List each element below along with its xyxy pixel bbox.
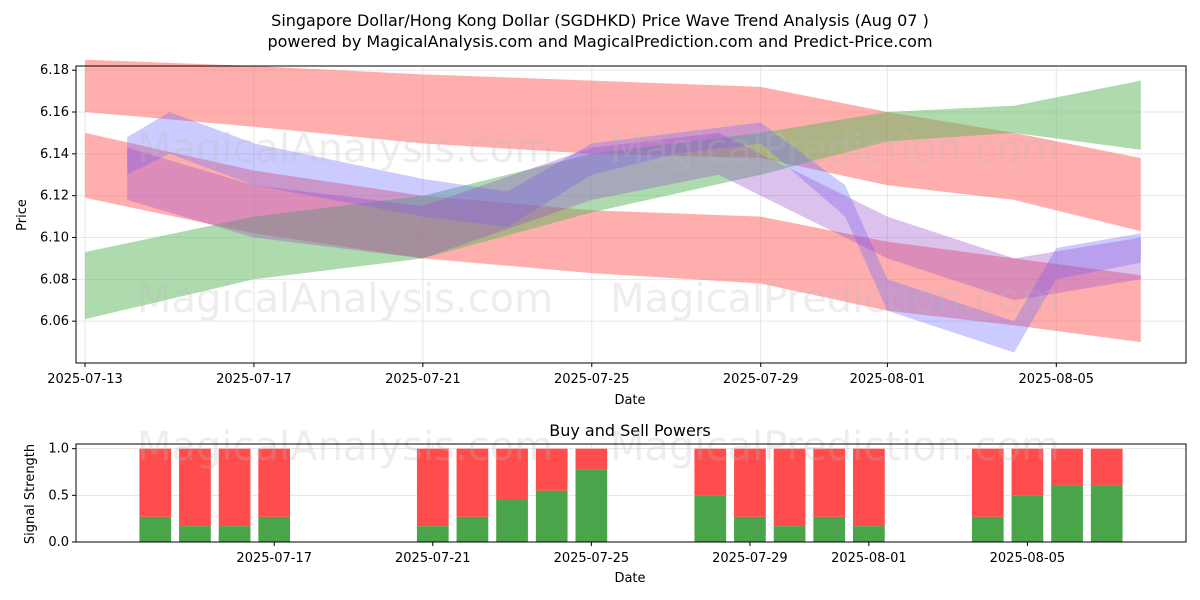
buy-bar [1090,485,1123,542]
buy-bar [575,469,608,542]
buy-bar [258,516,291,542]
sell-bar [258,448,291,517]
price-panel: MagicalAnalysis.com MagicalPrediction.co… [15,59,1187,408]
price-y-tick-label: 6.08 [40,272,69,287]
buy-bar [1011,495,1044,542]
sell-bar [773,448,806,527]
sell-bar [416,448,449,527]
price-y-tick-label: 6.06 [40,314,69,329]
signal-x-tick-label: 2025-07-21 [395,551,471,566]
signal-y-tick-label: 1.0 [48,442,69,457]
price-band-purple [127,132,1141,301]
watermark-right-bottom: MagicalPrediction.com [610,276,1060,322]
sell-bar [179,448,211,527]
price-y-tick-label: 6.14 [40,147,69,162]
watermark-right-signal: MagicalPrediction.com [610,424,1060,470]
buy-bar [694,495,727,542]
signal-y-tick-label: 0.5 [48,488,69,503]
signal-y-label: Signal Strength [23,444,38,544]
signal-panel: Buy and Sell Powers MagicalAnalysis.com … [23,421,1187,586]
buy-bar [456,516,489,542]
price-band-blue [127,112,1141,353]
price-x-tick-label: 2025-07-13 [47,372,123,387]
sell-bar [1051,448,1083,486]
buy-bar [496,500,528,542]
price-y-tick-label: 6.10 [40,231,69,246]
watermark-right-top: MagicalPrediction.com [610,126,1060,172]
sell-bar [1011,448,1044,496]
price-band-green [85,80,1141,320]
signal-x-label: Date [614,571,645,586]
price-x-label: Date [614,393,645,408]
watermark-left-bottom: MagicalAnalysis.com [137,276,553,322]
sell-bar [535,448,568,491]
signal-frame [75,443,1187,543]
signal-x-ticks: 2025-07-17 2025-07-21 2025-07-25 2025-07-29… [236,542,1065,566]
signal-x-tick-label: 2025-08-01 [831,551,907,566]
signal-y-tick-label: 0.0 [48,535,69,550]
sell-bar [734,448,766,517]
buy-bar [734,516,766,542]
sell-bar [218,448,251,527]
price-band-red [85,132,1141,343]
buy-bar [218,526,251,542]
buy-bar [416,526,449,542]
price-x-tick-label: 2025-07-17 [216,372,292,387]
sell-bar [1090,448,1123,486]
price-x-tick-label: 2025-07-29 [723,372,799,387]
price-y-tick-label: 6.16 [40,105,69,120]
price-band-red [85,59,1141,232]
buy-bar [853,526,885,542]
sell-bar [694,448,727,496]
watermark-left-top: MagicalAnalysis.com [137,126,553,172]
buy-bar [813,516,846,542]
signal-title: Buy and Sell Powers [549,421,711,440]
price-x-tick-label: 2025-07-21 [385,372,461,387]
price-y-tick-label: 6.18 [40,63,69,78]
buy-bar [1051,485,1083,542]
signal-x-tick-label: 2025-07-29 [712,551,788,566]
sell-bar [139,448,172,517]
price-x-tick-label: 2025-08-05 [1019,372,1095,387]
buy-bar [139,516,172,542]
price-frame [75,65,1187,364]
buy-bar [535,490,568,542]
buy-bar [179,526,211,542]
sell-bar [971,448,1004,517]
signal-x-tick-label: 2025-07-17 [236,551,312,566]
chart-title: Singapore Dollar/Hong Kong Dollar (SGDHK… [271,11,929,30]
signal-x-tick-label: 2025-07-25 [554,551,630,566]
price-x-ticks: 2025-07-13 2025-07-17 2025-07-21 2025-07-25… [47,363,1094,387]
price-y-label: Price [15,199,30,231]
price-x-tick-label: 2025-08-01 [850,372,926,387]
signal-x-tick-label: 2025-08-05 [990,551,1066,566]
signal-y-ticks: 0.0 0.5 1.0 [48,442,76,550]
price-y-tick-label: 6.12 [40,189,69,204]
price-y-ticks: 6.06 6.08 6.10 6.12 6.14 6.16 6.18 [40,63,76,329]
chart-subtitle: powered by MagicalAnalysis.com and Magic… [267,32,932,51]
sell-bar [575,448,608,470]
sell-bar [496,448,528,500]
watermark-left-signal: MagicalAnalysis.com [137,424,553,470]
price-x-tick-label: 2025-07-25 [554,372,630,387]
sell-bar [853,448,885,527]
buy-bar [773,526,806,542]
signal-bars [139,448,1123,542]
price-bands [85,59,1141,353]
sell-bar [456,448,489,517]
buy-bar [971,516,1004,542]
sell-bar [813,448,846,517]
